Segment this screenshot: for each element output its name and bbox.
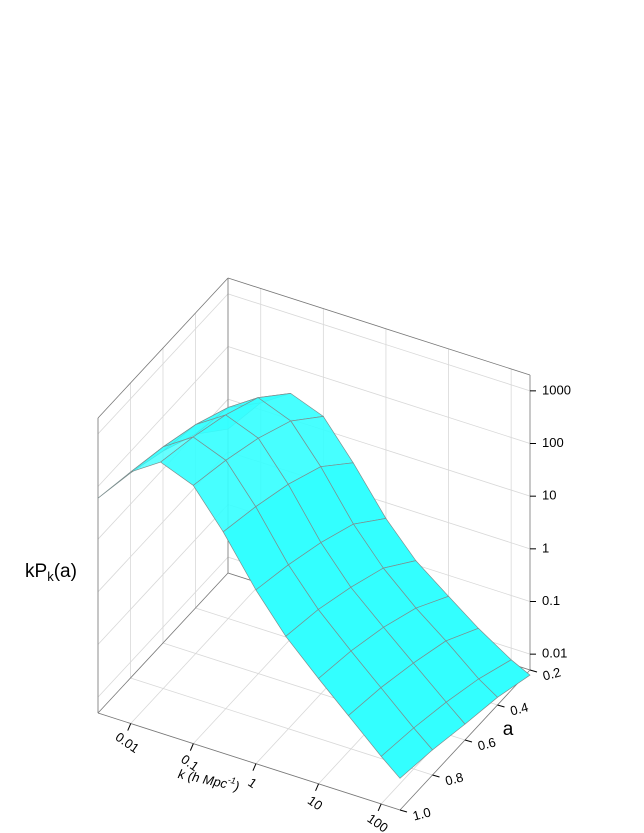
surface-cell xyxy=(380,727,433,779)
x-axis-label-part: k (h Mpc xyxy=(177,767,229,792)
y-tick-label: 1.0 xyxy=(411,804,432,823)
z-axis-label-part: (a) xyxy=(54,561,77,582)
z-tick-label: 1000 xyxy=(542,382,571,397)
z-tick-label: 1 xyxy=(542,540,549,555)
box-edge xyxy=(97,572,229,714)
x-axis-label-part: ) xyxy=(231,778,240,794)
z-tick-label: 100 xyxy=(542,435,564,450)
x-axis-label: k (h Mpc-1) xyxy=(177,765,241,795)
y-tick xyxy=(399,809,408,813)
y-tick-label: 0.6 xyxy=(476,734,497,753)
x-tick-label: 10 xyxy=(305,793,325,814)
x-tick-label: 0.01 xyxy=(113,729,142,756)
x-tick xyxy=(252,763,257,771)
y-tick xyxy=(464,739,473,743)
x-axis-label-part: -1 xyxy=(227,775,237,786)
box-edge xyxy=(97,712,401,811)
axes: 0.010.111010010000.010.11101000.20.40.60… xyxy=(25,382,571,833)
grid-line xyxy=(227,293,531,392)
x-tick xyxy=(189,743,194,751)
surface xyxy=(97,393,531,779)
box-edge xyxy=(97,277,229,419)
x-tick-label: 100 xyxy=(365,811,391,833)
z-tick-label: 10 xyxy=(542,488,556,503)
x-tick xyxy=(315,783,320,792)
z-axis-label-part: kP xyxy=(25,561,47,582)
grid-line xyxy=(130,677,433,776)
z-axis-label: kPk(a) xyxy=(25,561,77,584)
grid-line xyxy=(227,346,531,444)
y-axis-label: a xyxy=(503,719,514,740)
x-tick-label: 1 xyxy=(245,775,260,791)
z-tick-label: 0.01 xyxy=(542,646,567,661)
x-tick xyxy=(127,723,132,731)
y-tick xyxy=(529,669,538,673)
y-tick-label: 0.8 xyxy=(444,769,465,788)
y-tick-label: 0.2 xyxy=(541,664,562,683)
x-tick xyxy=(377,803,382,812)
z-tick-label: 0.1 xyxy=(542,593,560,608)
box-edge xyxy=(227,277,531,376)
y-tick xyxy=(432,774,440,778)
y-tick xyxy=(497,704,505,708)
z-axis-label-part: k xyxy=(47,569,54,584)
y-tick-label: 0.4 xyxy=(509,699,530,718)
